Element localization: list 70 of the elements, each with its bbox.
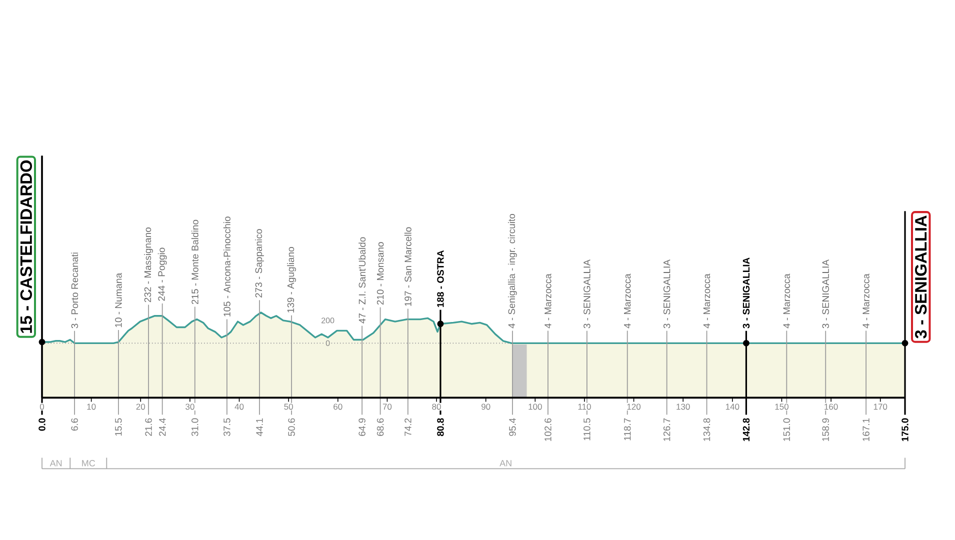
ref-line-label: 118.7 bbox=[624, 418, 631, 440]
annotation: 3 - SENIGALLIA bbox=[822, 259, 829, 328]
annotation: 3 - SENIGALLIA bbox=[915, 216, 927, 338]
annotation: 3 - SENIGALLIA bbox=[742, 258, 750, 328]
annotation: 4 - Marzocca bbox=[703, 274, 710, 328]
ref-line-label: 0.0 bbox=[38, 418, 46, 431]
x-tick-label: 100 bbox=[528, 404, 542, 410]
x-tick-label: 150 bbox=[775, 404, 788, 410]
annotation: 4 - Marzocca bbox=[624, 274, 631, 328]
text: AN bbox=[50, 460, 62, 466]
annotation: 105 - Ancona-Pinocchio bbox=[223, 216, 230, 316]
ref-line-label: 151.0 bbox=[783, 418, 790, 441]
ref-line-label: 134.8 bbox=[703, 418, 710, 441]
ref-line-label: 110.5 bbox=[584, 418, 590, 440]
y-tick-label: 200 bbox=[322, 318, 334, 324]
x-tick-label: 30 bbox=[186, 404, 194, 410]
ref-line-label: 175.0 bbox=[902, 418, 908, 442]
annotation: 10 - Numana bbox=[115, 272, 122, 328]
annotation: 3 - Porto Recanati bbox=[71, 252, 78, 328]
x-tick-label: 130 bbox=[676, 404, 690, 410]
annotation: 244 - Poggio bbox=[158, 248, 167, 301]
annotation: 273 - Sappanico bbox=[255, 229, 264, 298]
text: MC bbox=[82, 460, 96, 466]
annotation: 4 - Marzocca bbox=[544, 274, 552, 328]
x-tick-label: 60 bbox=[334, 404, 342, 410]
x-tick-label: 90 bbox=[482, 404, 490, 410]
ref-line-label: 6.6 bbox=[71, 418, 78, 431]
x-tick-label: 10 bbox=[87, 404, 96, 410]
annotation: 4 - Marzocca bbox=[783, 274, 790, 328]
annotation: 3 - SENIGALLIA bbox=[663, 259, 670, 328]
annotation: 210 - Monsano bbox=[376, 242, 384, 305]
ref-line-label: 158.9 bbox=[822, 418, 829, 441]
annotation: 15 - CASTELFIDARDO bbox=[20, 160, 32, 333]
ref-line-label: 24.4 bbox=[159, 418, 166, 436]
annotation: 4 - Marzocca bbox=[862, 274, 870, 328]
annotation: 232 - Massignano bbox=[144, 228, 153, 302]
x-tick-label: 20 bbox=[136, 404, 146, 410]
annotation: 4 - Senigallia - ingr. circuito bbox=[508, 214, 517, 328]
x-tick-label: 40 bbox=[234, 404, 244, 410]
annotation: 215 - Monte Baldino bbox=[191, 220, 198, 304]
x-tick-label: 70 bbox=[382, 404, 392, 410]
x-tick-label: 80 bbox=[432, 404, 441, 410]
ref-line-label: 68.6 bbox=[376, 418, 384, 436]
ref-line-label: 126.7 bbox=[663, 418, 670, 441]
annotation: 139 - Agugliano bbox=[287, 247, 296, 312]
ref-line-label: 142.8 bbox=[742, 418, 750, 442]
ref-line-label: 74.2 bbox=[404, 418, 412, 436]
x-tick-label: 160 bbox=[824, 404, 838, 410]
annotation: 197 - San Marcello bbox=[404, 227, 412, 306]
x-tick-label: 120 bbox=[627, 404, 641, 410]
ref-line-label: 31.0 bbox=[192, 418, 198, 436]
ref-line-label: 15.5 bbox=[115, 418, 122, 436]
ref-line-label: 50.6 bbox=[288, 418, 295, 436]
x-tick-label: 140 bbox=[726, 404, 740, 410]
ref-line-label: 21.6 bbox=[145, 418, 152, 436]
ref-line-label: 37.5 bbox=[224, 418, 230, 436]
annotation: 47 - Z.I. Sant'Ubaldo bbox=[358, 237, 366, 324]
annotation: 188 - OSTRA bbox=[437, 250, 444, 308]
ref-line-label: 80.8 bbox=[437, 418, 444, 436]
ref-line-label: 95.4 bbox=[509, 418, 516, 436]
x-tick-label: 0 bbox=[40, 404, 44, 410]
text: AN bbox=[500, 460, 512, 466]
x-tick-label: 110 bbox=[578, 404, 591, 410]
x-tick-label: 50 bbox=[284, 404, 293, 410]
x-tick-label: 170 bbox=[874, 404, 888, 410]
annotation: 3 - SENIGALLIA bbox=[584, 259, 590, 328]
ref-line-label: 64.9 bbox=[358, 418, 366, 436]
ref-line-label: 102.6 bbox=[544, 418, 552, 441]
ref-line-label: 44.1 bbox=[256, 418, 263, 436]
ref-line-label: 167.1 bbox=[862, 418, 870, 441]
